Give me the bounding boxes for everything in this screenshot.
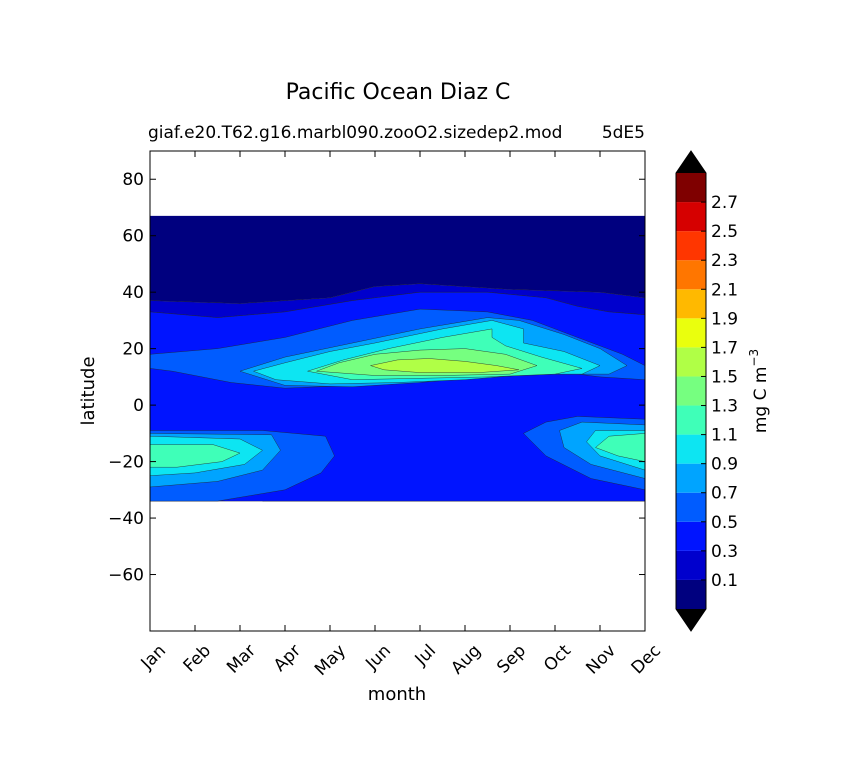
contour-fills — [150, 215, 645, 502]
colorbar-swatch — [676, 376, 706, 406]
colorbar-tick-label: 0.3 — [711, 542, 738, 562]
colorbar-label-units: mg C m — [751, 367, 771, 434]
x-tick-label: Apr — [270, 641, 305, 676]
colorbar-tick-label: 0.7 — [711, 484, 738, 504]
colorbar-tick-label: 0.9 — [711, 455, 738, 475]
colorbar-extend-top — [676, 151, 706, 173]
colorbar-tick-label: 1.5 — [711, 367, 738, 387]
colorbar-tick-label: 2.7 — [711, 193, 738, 213]
colorbar-swatch — [676, 405, 706, 435]
x-tick-label: Dec — [628, 641, 665, 678]
y-tick-label: −60 — [108, 566, 144, 586]
colorbar-extend-bottom — [676, 609, 706, 631]
contour-region-0 — [150, 215, 645, 304]
y-tick-label: 80 — [122, 170, 144, 190]
colorbar-swatch — [676, 521, 706, 551]
y-tick-label: 0 — [133, 396, 144, 416]
colorbar: 0.1 0.3 0.5 0.7 0.9 1.1 1.3 1.5 1.7 1.9 2.1 2.3 2.5 2… — [675, 150, 738, 632]
colorbar-swatch — [676, 289, 706, 319]
colorbar-swatch — [676, 579, 706, 609]
contour-region-19 — [370, 358, 520, 373]
chart-subtitle: giaf.e20.T62.g16.marbl090.zooO2.sizedep2… — [148, 123, 562, 143]
y-tick-label: 60 — [122, 227, 144, 247]
colorbar-tick-label: 2.5 — [711, 222, 738, 242]
colorbar-label-exponent: −3 — [747, 349, 761, 367]
colorbar-tick-label: 0.5 — [711, 513, 738, 533]
x-tick-label: Mar — [223, 641, 260, 678]
colorbar-swatch — [676, 260, 706, 290]
y-axis-label: latitude — [78, 356, 99, 425]
x-tick-label: Nov — [582, 641, 620, 679]
colorbar-tick-label: 0.1 — [711, 571, 738, 591]
y-tick-label: −40 — [108, 509, 144, 529]
plot-frame — [149, 150, 646, 632]
contour-region-17 — [595, 433, 645, 462]
colorbar-tick-label: 1.7 — [711, 338, 738, 358]
contour-region-16 — [150, 444, 241, 468]
colorbar-swatch — [676, 463, 706, 493]
x-tick-label: Jan — [137, 641, 170, 674]
colorbar-swatch — [676, 173, 706, 203]
x-tick-label: Jun — [361, 641, 395, 675]
colorbar-tick-label: 1.9 — [711, 309, 738, 329]
x-tick-label: Oct — [540, 641, 575, 676]
y-tick-label: 40 — [122, 283, 144, 303]
colorbar-swatch — [676, 434, 706, 464]
colorbar-swatch — [676, 318, 706, 348]
colorbar-swatch — [676, 231, 706, 261]
x-tick-label: Aug — [447, 641, 485, 679]
y-axis: 80 60 40 20 0 −20 −40 −60 — [108, 170, 645, 586]
x-axis-label: month — [368, 684, 426, 705]
colorbar-label: mg C m−3 — [747, 349, 771, 433]
y-tick-label: 20 — [122, 340, 144, 360]
x-tick-label: May — [311, 641, 350, 680]
colorbar-swatch — [676, 550, 706, 580]
chart-title: Pacific Ocean Diaz C — [286, 80, 511, 105]
colorbar-swatch — [676, 202, 706, 232]
x-tick-label: Feb — [180, 641, 215, 676]
x-tick-label: Jul — [411, 641, 440, 670]
colorbar-swatch — [676, 492, 706, 522]
colorbar-tick-label: 1.3 — [711, 397, 738, 417]
colorbar-outline — [675, 150, 707, 632]
colorbar-tick-label: 2.1 — [711, 280, 738, 300]
x-tick-label: Sep — [493, 641, 530, 678]
chart-subtitle-right: 5dE5 — [602, 123, 645, 143]
colorbar-swatch — [676, 347, 706, 377]
y-tick-label: −20 — [108, 453, 144, 473]
colorbar-tick-label: 2.3 — [711, 251, 738, 271]
colorbar-tick-label: 1.1 — [711, 426, 738, 446]
plot-area: Jan Feb Mar Apr May Jun Jul Aug Sep Oct Nov Dec 80 6… — [108, 150, 665, 680]
